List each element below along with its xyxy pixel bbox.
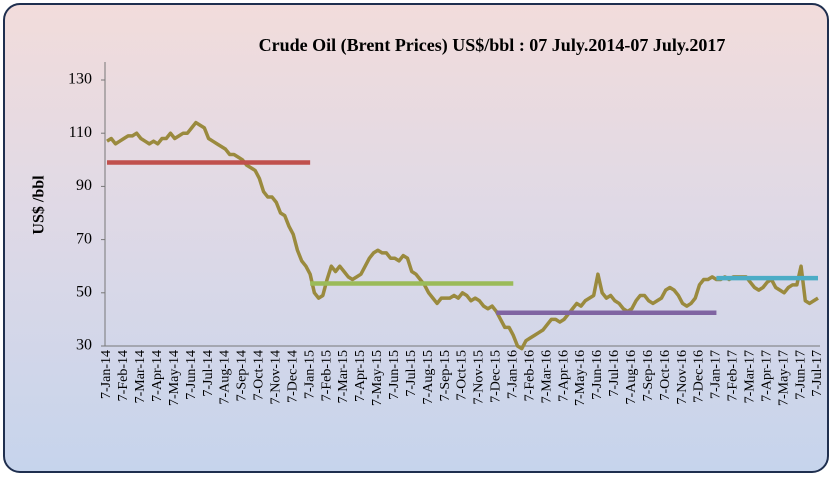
x-tick-label: 7-Oct-16 [658, 350, 673, 401]
x-tick-label: 7-May-17 [776, 350, 791, 406]
x-tick-label: 7-Apr-15 [353, 350, 368, 402]
x-tick-label: 7-Sep-16 [641, 350, 656, 401]
x-tick-label: 7-Mar-16 [539, 350, 554, 403]
x-tick-label: 7-Mar-15 [336, 350, 351, 403]
x-tick-label: 7-Jul-17 [810, 350, 825, 397]
x-tick-label: 7-Nov-15 [472, 350, 487, 404]
chart-frame [3, 3, 829, 473]
y-tick-label: 130 [68, 71, 92, 88]
y-tick-label: 70 [76, 230, 92, 247]
x-tick-label: 7-Dec-15 [489, 350, 504, 403]
y-tick-label: 90 [76, 177, 92, 194]
x-tick-label: 7-Jul-16 [607, 350, 622, 397]
x-tick-label: 7-Feb-15 [319, 350, 334, 401]
y-axis-label: US$ /bbl [31, 175, 48, 235]
chart-title: Crude Oil (Brent Prices) US$/bbl : 07 Ju… [259, 35, 726, 56]
x-tick-label: 7-May-16 [573, 350, 588, 406]
x-tick-label: 7-Mar-17 [743, 350, 758, 403]
x-tick-label: 7-Jun-15 [387, 350, 402, 400]
x-tick-label: 7-Jun-17 [793, 350, 808, 400]
x-tick-label: 7-Feb-14 [116, 350, 131, 401]
x-tick-label: 7-Aug-16 [624, 350, 639, 404]
y-tick-label: 110 [69, 124, 92, 141]
x-tick-label: 7-Oct-14 [252, 350, 267, 401]
x-tick-label: 7-Apr-17 [759, 350, 774, 402]
x-tick-label: 7-Feb-17 [726, 350, 741, 401]
x-tick-label: 7-Aug-15 [421, 350, 436, 404]
x-tick-label: 7-Jan-14 [99, 350, 114, 399]
x-tick-label: 7-May-14 [167, 350, 182, 406]
x-tick-label: 7-Mar-14 [133, 350, 148, 403]
x-tick-label: 7-Nov-14 [269, 350, 284, 404]
x-tick-label: 7-Apr-14 [150, 350, 165, 402]
x-tick-label: 7-Aug-14 [218, 350, 233, 404]
x-tick-label: 7-Jun-14 [184, 350, 199, 400]
y-tick-label: 50 [76, 283, 92, 300]
x-tick-label: 7-Jul-15 [404, 350, 419, 397]
x-tick-label: 7-Dec-16 [692, 350, 707, 403]
x-tick-label: 7-Jan-15 [302, 350, 317, 399]
x-tick-label: 7-Oct-15 [455, 350, 470, 401]
x-tick-label: 7-Jul-14 [201, 350, 216, 397]
x-tick-label: 7-Sep-14 [235, 350, 250, 401]
x-tick-label: 7-Feb-16 [522, 350, 537, 401]
x-tick-label: 7-Sep-15 [438, 350, 453, 401]
x-tick-label: 7-Jan-16 [506, 350, 521, 399]
x-tick-label: 7-Dec-14 [285, 350, 300, 403]
y-tick-label: 30 [76, 337, 92, 354]
x-tick-label: 7-May-15 [370, 350, 385, 406]
x-tick-label: 7-Jun-16 [590, 350, 605, 400]
x-tick-label: 7-Jan-17 [709, 350, 724, 399]
price-line [106, 120, 819, 351]
x-tick-label: 7-Nov-16 [675, 350, 690, 404]
x-tick-label: 7-Apr-16 [556, 350, 571, 402]
